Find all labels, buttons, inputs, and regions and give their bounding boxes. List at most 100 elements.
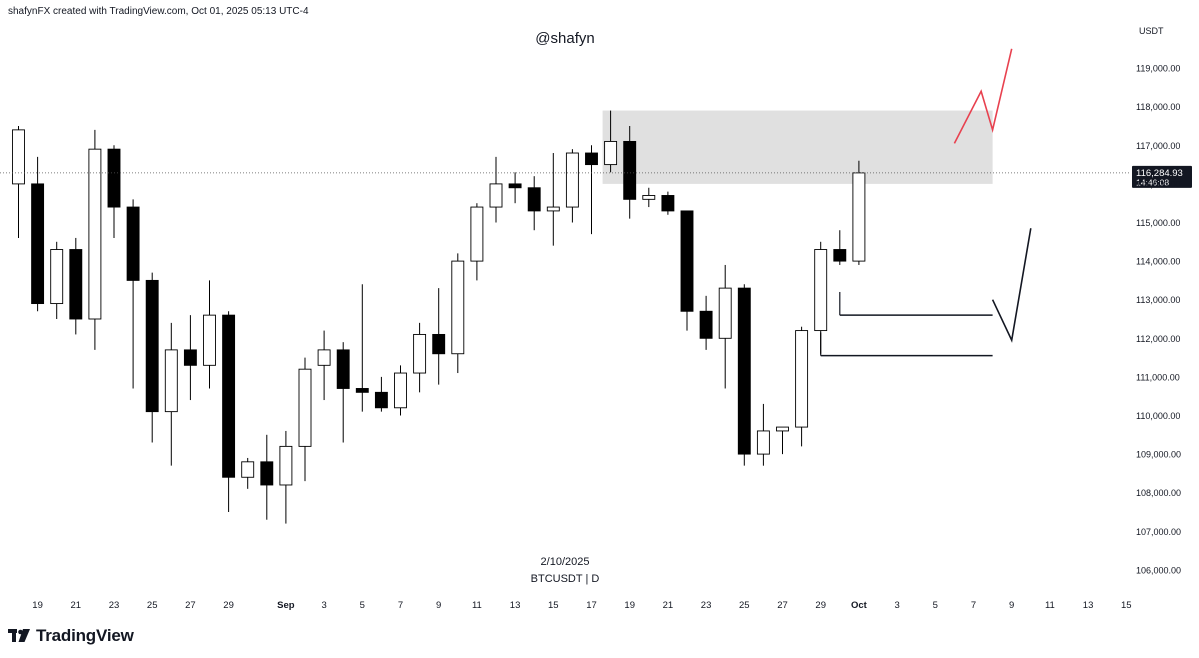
candle	[241, 457, 255, 489]
candle-body	[737, 287, 751, 455]
candle-body	[298, 368, 312, 447]
candle	[12, 126, 25, 238]
candle-body	[355, 388, 369, 393]
candle-body	[203, 314, 216, 366]
x-tick-label: Sep	[277, 600, 295, 611]
candle-body	[661, 195, 675, 212]
cursor-date-label: 2/10/2025	[540, 556, 590, 568]
candle-body	[814, 249, 828, 332]
candle	[737, 284, 751, 466]
candle	[298, 357, 312, 482]
y-tick-label: 115,000.00	[1136, 218, 1180, 228]
x-tick-label: 3	[321, 600, 326, 611]
candle-body	[795, 330, 809, 428]
candle	[718, 264, 732, 389]
candle-body	[317, 349, 331, 366]
candle-body	[470, 206, 484, 262]
candle	[31, 156, 45, 312]
price-axis: USDT 106,000.00 107,000.00 108,000.00 109,00…	[1136, 26, 1181, 575]
candle-body	[12, 129, 25, 185]
candle-body	[642, 195, 656, 200]
candle-body	[69, 249, 83, 320]
candle-body	[432, 333, 446, 355]
candle	[489, 156, 503, 223]
x-tick-label: 25	[147, 600, 158, 611]
candle-body	[50, 249, 64, 305]
candle-body	[776, 426, 789, 432]
candle	[699, 295, 713, 350]
candle-body	[241, 461, 255, 478]
candle	[795, 326, 809, 447]
candle-body	[680, 210, 694, 312]
candle-body	[145, 279, 159, 413]
candle-body	[394, 372, 407, 409]
candle	[680, 210, 694, 331]
author-watermark: @shafyn	[535, 30, 595, 47]
tradingview-logo-icon	[8, 629, 30, 642]
candle-body	[527, 187, 541, 212]
x-tick-label: 11	[1045, 600, 1055, 611]
candle	[183, 315, 197, 401]
candle-body	[164, 349, 178, 413]
candle	[374, 376, 388, 412]
x-tick-label: 7	[971, 600, 976, 611]
x-tick-label: 13	[1083, 600, 1094, 611]
candle	[260, 434, 274, 520]
candle	[661, 191, 675, 215]
candle-body	[756, 430, 770, 455]
candle	[814, 241, 828, 354]
candle-body	[623, 140, 637, 200]
y-tick-label: 110,000.00	[1136, 411, 1180, 421]
level-lines-layer	[820, 291, 993, 357]
candle-body	[260, 461, 274, 486]
x-tick-label: 29	[815, 600, 826, 611]
candle-body	[604, 140, 618, 166]
tradingview-brand[interactable]: TradingView	[8, 626, 134, 646]
candle	[508, 172, 522, 204]
candle-body	[699, 310, 713, 339]
x-tick-label: 17	[586, 600, 597, 611]
candle-body	[451, 260, 465, 355]
chart-attribution: shafynFX created with TradingView.com, O…	[8, 6, 309, 17]
candle	[585, 145, 598, 235]
symbol-label: BTCUSDT | D	[530, 573, 600, 585]
x-tick-label: 9	[1009, 600, 1014, 611]
x-tick-label: 15	[548, 600, 559, 611]
candle	[145, 272, 159, 443]
x-tick-label: 23	[701, 600, 712, 611]
candle	[756, 403, 770, 466]
time-axis: 19 21 23 25 27 29 Sep 3 5 7 9 11 13 15 17 19 21 23 25 27 29 O…	[32, 600, 1131, 611]
candle	[50, 241, 64, 319]
candle-body	[852, 172, 866, 262]
candle	[451, 253, 465, 374]
candle	[546, 153, 560, 246]
x-tick-label: 27	[777, 600, 788, 611]
y-tick-label: 107,000.00	[1136, 527, 1181, 537]
x-tick-label: 23	[109, 600, 120, 611]
x-tick-label: 21	[663, 600, 674, 611]
candle-body	[833, 249, 847, 262]
y-tick-label: 117,000.00	[1136, 141, 1180, 151]
x-tick-label: 3	[894, 600, 899, 611]
x-tick-label: 21	[71, 600, 82, 611]
y-tick-label: 118,000.00	[1136, 102, 1180, 112]
candle	[852, 160, 866, 265]
candle	[107, 145, 121, 238]
candle	[604, 110, 618, 173]
candle	[69, 237, 83, 335]
x-tick-label: 5	[360, 600, 365, 611]
price-countdown: 14:46:08	[1136, 177, 1169, 187]
supply-zone	[602, 110, 993, 184]
x-tick-label: 9	[436, 600, 441, 611]
candle-body	[183, 349, 197, 366]
candle-body	[374, 391, 388, 409]
brand-name: TradingView	[36, 626, 134, 645]
candle	[126, 199, 140, 389]
candle	[203, 280, 216, 389]
y-tick-label: 108,000.00	[1136, 488, 1181, 498]
candle	[394, 365, 407, 416]
candle-body	[489, 183, 503, 208]
candle-body	[126, 206, 140, 281]
